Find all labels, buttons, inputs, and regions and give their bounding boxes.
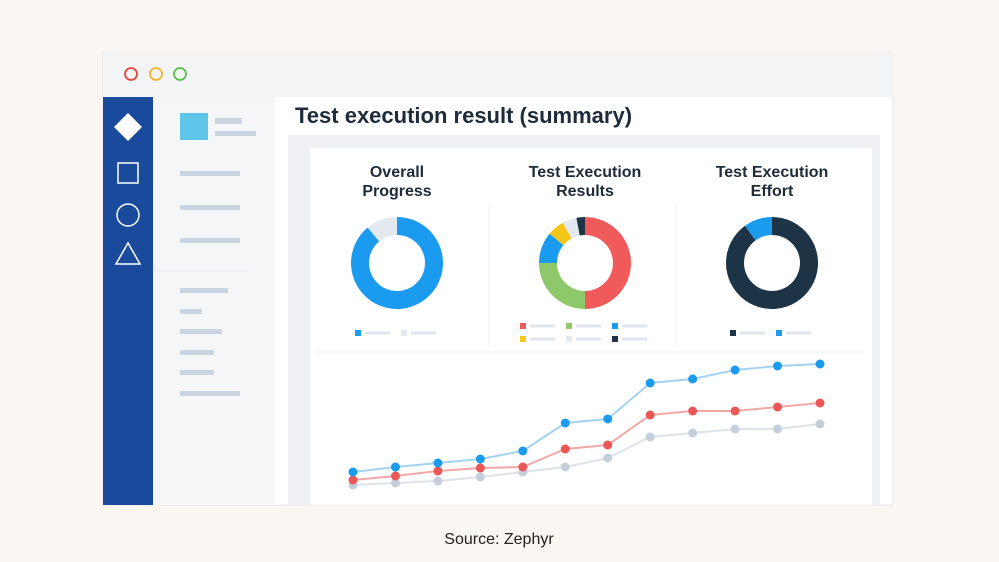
menu-item[interactable]	[180, 205, 240, 210]
trend-point	[603, 414, 613, 424]
trend-point	[348, 475, 358, 485]
trend-point	[518, 462, 528, 472]
donut-segment	[562, 217, 580, 239]
trend-point	[390, 462, 400, 472]
menu-item[interactable]	[180, 391, 240, 396]
trend-point	[475, 454, 485, 464]
legend-marker	[401, 330, 407, 336]
placeholder	[215, 118, 242, 124]
page-title: Test execution result (summary)	[295, 103, 632, 128]
menu-item[interactable]	[180, 329, 222, 334]
nav-icon[interactable]	[116, 203, 140, 227]
trend-point	[645, 378, 655, 388]
legend-placeholder	[365, 331, 390, 335]
trend-point	[560, 444, 570, 454]
sidebar	[103, 97, 153, 505]
panel-title: Progress	[362, 183, 431, 200]
trend-point	[815, 398, 825, 408]
legend-marker	[612, 336, 618, 342]
trend-point	[773, 361, 783, 371]
trend-point	[603, 453, 613, 463]
panel-title: Results	[556, 183, 614, 200]
donut-segment	[576, 217, 585, 236]
legend-marker	[730, 330, 736, 336]
legend-placeholder	[411, 331, 436, 335]
legend-marker	[612, 323, 618, 329]
legend-placeholder	[576, 337, 601, 341]
trend-point	[688, 428, 698, 438]
legend-placeholder	[530, 337, 555, 341]
menu-item[interactable]	[180, 171, 240, 176]
trend-point	[475, 463, 485, 473]
trend-point	[433, 466, 443, 476]
donut-segment	[549, 222, 572, 246]
trend-point	[688, 406, 698, 416]
legend-marker	[566, 336, 572, 342]
secondary-sidebar	[153, 97, 275, 505]
trend-point	[390, 478, 400, 488]
trend-point	[773, 424, 783, 434]
close-button[interactable]	[124, 67, 138, 81]
trend-point	[560, 418, 570, 428]
source: Source: Zephyr	[444, 531, 554, 548]
trend-point	[815, 419, 825, 429]
trend-point	[730, 365, 740, 375]
panel-title: Test Execution	[529, 164, 642, 181]
trend-point	[433, 476, 443, 486]
legend-placeholder	[530, 324, 555, 328]
trend-point	[645, 410, 655, 420]
donut-segment	[726, 217, 818, 310]
trend-point	[688, 374, 698, 384]
legend-marker	[355, 330, 361, 336]
donut-segment	[744, 217, 772, 241]
trend-point	[730, 424, 740, 434]
donut-segment	[539, 233, 564, 263]
panel-title: Effort	[751, 183, 794, 200]
minimize-button[interactable]	[149, 67, 163, 81]
legend-marker	[520, 323, 526, 329]
maximize-button[interactable]	[173, 67, 187, 81]
trend-point	[560, 462, 570, 472]
trend-line	[352, 423, 821, 486]
legend-placeholder	[622, 324, 647, 328]
panel-title: Overall	[370, 164, 424, 181]
legend-placeholder	[622, 337, 647, 341]
donut-segment	[585, 217, 631, 309]
trend-point	[603, 440, 613, 450]
nav-icon[interactable]	[114, 113, 142, 141]
trend-point	[518, 446, 528, 456]
legend-marker	[776, 330, 782, 336]
trend-line	[352, 402, 821, 481]
trend-point	[773, 402, 783, 412]
trend-line	[352, 363, 821, 473]
trend-point	[348, 467, 358, 477]
donut-segment	[367, 217, 397, 242]
menu-item[interactable]	[180, 288, 228, 293]
trend-point	[390, 471, 400, 481]
legend-marker	[520, 336, 526, 342]
menu-item[interactable]	[180, 309, 202, 314]
nav-icon[interactable]	[117, 162, 139, 184]
trend-point	[730, 406, 740, 416]
panel-title: Test Execution	[716, 164, 829, 181]
menu-item[interactable]	[180, 370, 214, 375]
menu-item[interactable]	[180, 238, 240, 243]
legend-placeholder	[740, 331, 765, 335]
menu-item[interactable]	[180, 350, 214, 355]
trend-point	[645, 432, 655, 442]
logo	[180, 113, 208, 140]
trend-point	[433, 458, 443, 468]
trend-point	[815, 359, 825, 369]
title-bar	[103, 52, 893, 97]
legend-marker	[566, 323, 572, 329]
legend-placeholder	[576, 324, 601, 328]
donut-segment	[539, 263, 585, 309]
donut-segment	[351, 217, 443, 310]
nav-icon[interactable]	[114, 241, 142, 265]
legend-placeholder	[786, 331, 811, 335]
trend-point	[475, 472, 485, 482]
placeholder	[215, 131, 256, 136]
